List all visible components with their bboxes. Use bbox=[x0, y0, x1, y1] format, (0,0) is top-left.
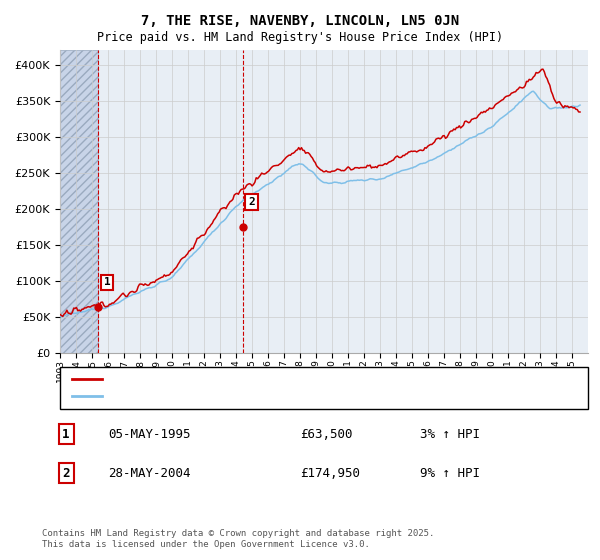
Text: Price paid vs. HM Land Registry's House Price Index (HPI): Price paid vs. HM Land Registry's House … bbox=[97, 31, 503, 44]
Text: 7, THE RISE, NAVENBY, LINCOLN, LN5 0JN: 7, THE RISE, NAVENBY, LINCOLN, LN5 0JN bbox=[141, 14, 459, 28]
Text: £63,500: £63,500 bbox=[300, 427, 353, 441]
Text: 2: 2 bbox=[62, 466, 70, 480]
Text: 2: 2 bbox=[248, 197, 255, 207]
Text: 3% ↑ HPI: 3% ↑ HPI bbox=[420, 427, 480, 441]
Text: 9% ↑ HPI: 9% ↑ HPI bbox=[420, 466, 480, 480]
Bar bbox=[60, 50, 98, 353]
Text: 28-MAY-2004: 28-MAY-2004 bbox=[108, 466, 191, 480]
Text: Contains HM Land Registry data © Crown copyright and database right 2025.
This d: Contains HM Land Registry data © Crown c… bbox=[42, 529, 434, 549]
Text: 1: 1 bbox=[62, 427, 70, 441]
Text: 05-MAY-1995: 05-MAY-1995 bbox=[108, 427, 191, 441]
Text: £174,950: £174,950 bbox=[300, 466, 360, 480]
Text: HPI: Average price, detached house, North Kesteven: HPI: Average price, detached house, Nort… bbox=[108, 391, 421, 401]
Text: 1: 1 bbox=[104, 278, 110, 287]
Text: 7, THE RISE, NAVENBY, LINCOLN, LN5 0JN (detached house): 7, THE RISE, NAVENBY, LINCOLN, LN5 0JN (… bbox=[108, 374, 452, 384]
